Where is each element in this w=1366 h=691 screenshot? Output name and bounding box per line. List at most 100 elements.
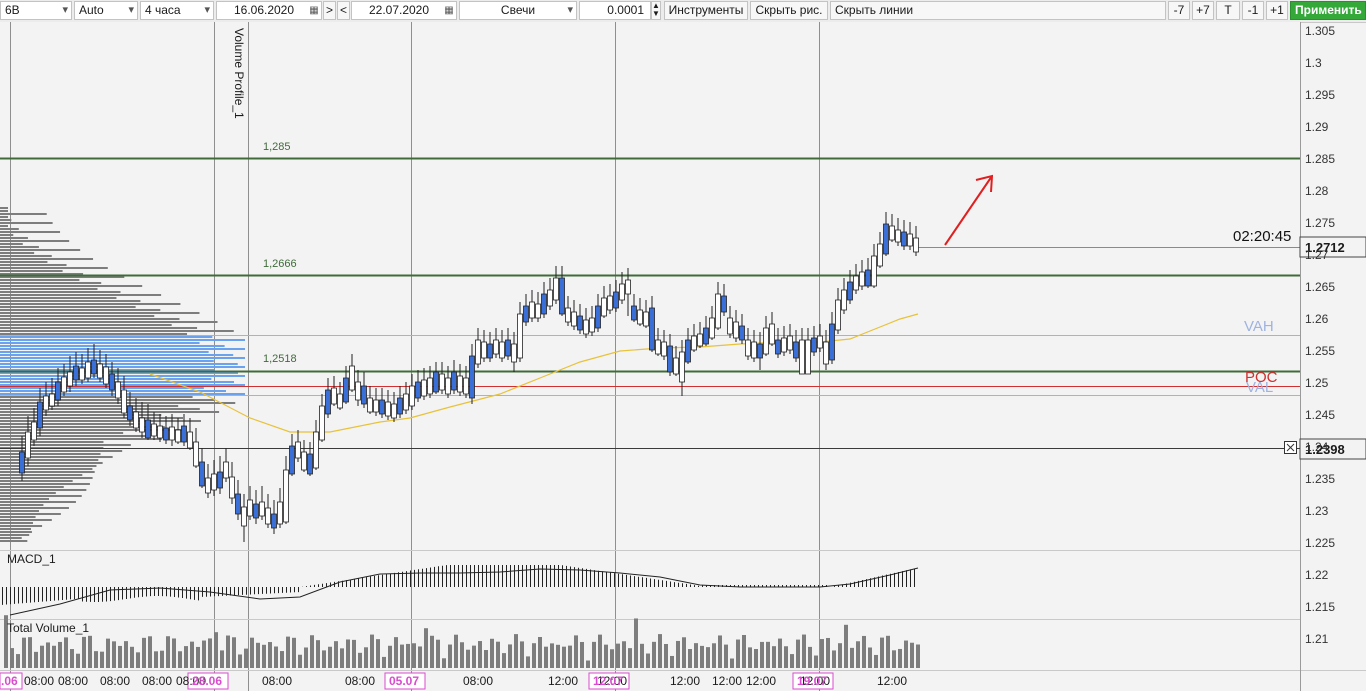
candle-body [55,381,61,401]
volume-bar [832,650,836,668]
profile-bar [0,420,201,422]
calendar-icon[interactable]: ▦ [309,5,319,16]
candle-body [193,441,199,467]
volume-bar [778,638,782,668]
candle-body [91,359,97,375]
volume-bar [664,643,668,668]
candle-body [829,323,835,361]
stepper-down-icon[interactable]: ▼ [652,9,660,18]
candle-body [493,339,499,355]
candle-body [163,427,169,441]
chart-type-select[interactable]: Свечи [459,1,577,20]
profile-bar [0,243,23,245]
minus7-button[interactable]: -7 [1168,1,1190,20]
scale-select[interactable]: Auto [74,1,138,20]
volume-bar [70,649,74,668]
candle-body [151,423,157,437]
candle-body [565,307,571,323]
tick-stepper[interactable]: ▲ ▼ [651,1,661,20]
price-tick-label: 1.23 [1305,504,1329,518]
date-to-field[interactable]: 22.07.2020 ▦ [351,1,457,20]
candle-body [73,365,79,381]
tick-size-input[interactable]: 0.0001 [579,1,651,20]
candle-body [469,355,475,399]
price-tick-label: 1.27 [1305,248,1329,262]
date-from-field[interactable]: 16.06.2020 ▦ [216,1,322,20]
candle-body [187,431,193,449]
volume-bar [358,652,362,668]
prev-button[interactable]: < [337,1,350,20]
minus1-button[interactable]: -1 [1242,1,1264,20]
stepper-up-icon[interactable]: ▲ [652,1,660,10]
volume-bar [424,628,428,668]
candle-body [721,295,727,313]
hide-drawings-button[interactable]: Скрыть рис. [750,1,828,20]
profile-bar [0,480,73,482]
volume-bar [760,641,764,668]
volume-bar [526,656,530,668]
volume-bar [172,638,176,668]
next-button[interactable]: > [323,1,336,20]
apply-button[interactable]: Применить [1290,1,1366,20]
profile-bar [0,486,64,488]
calendar-icon[interactable]: ▦ [444,5,454,16]
candle-body [889,225,895,241]
t-button[interactable]: T [1216,1,1240,20]
candle-body [259,501,265,517]
candle-body [229,476,235,499]
profile-bar [0,489,87,491]
profile-bar [0,519,52,521]
timeframe-select[interactable]: 4 часа [140,1,214,20]
volume-bar [694,643,698,668]
profile-bar [0,474,83,476]
candle-body [235,493,241,515]
profile-bar [0,504,44,506]
plus7-button[interactable]: +7 [1192,1,1214,20]
volume-bar [340,648,344,668]
plus1-button[interactable]: +1 [1266,1,1288,20]
candle-body [883,223,889,255]
profile-bar [0,405,179,407]
candle-body [499,341,505,359]
candle-body [871,255,877,287]
candle-body [907,233,913,247]
volume-bar [88,635,92,668]
candle-body [61,376,67,393]
candle-body [43,395,49,411]
volume-bar [556,644,560,668]
profile-bar [0,291,121,293]
candle-body [583,319,589,335]
profile-bar [0,537,22,539]
profile-bar [0,468,93,470]
volume-bar [742,634,746,668]
profile-bar [0,528,31,530]
profile-bar [0,399,215,401]
volume-bar [166,636,170,668]
hide-lines-button[interactable]: Скрыть линии [830,1,1166,20]
symbol-select[interactable]: 6B [0,1,72,20]
moving-average-line [149,313,919,433]
volume-bar [826,637,830,668]
candle-body [37,401,43,429]
level-label-1285: 1,285 [263,141,291,153]
volume-bar [82,636,86,668]
volume-bar [190,641,194,668]
volume-bar [586,660,590,668]
candle-body [415,381,421,399]
volume-bar [16,654,20,668]
candle-body [403,393,409,411]
volume-bar [874,654,878,668]
price-chart[interactable] [0,22,1366,691]
candle-body [715,293,721,329]
candle-body [49,393,55,407]
volume-bar [292,637,296,668]
volume-bar [628,648,632,668]
candle-body [103,366,109,385]
candle-body [613,291,619,309]
profile-bar [0,309,161,311]
tools-button[interactable]: Инструменты [664,1,748,20]
volume-bar [766,641,770,668]
volume-bar [28,637,32,668]
profile-bar [0,303,181,305]
profile-bar [0,216,8,218]
